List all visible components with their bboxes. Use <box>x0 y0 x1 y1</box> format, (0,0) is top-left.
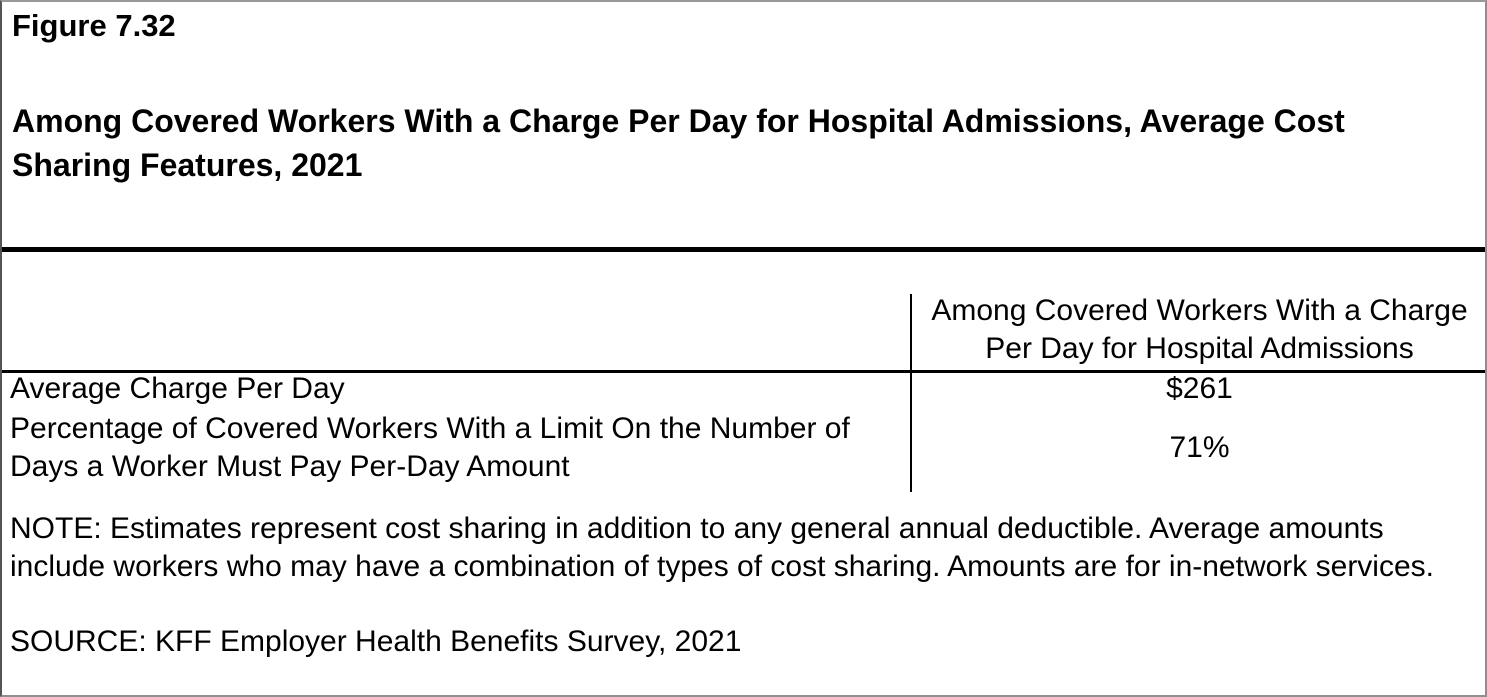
figure-title: Among Covered Workers With a Charge Per … <box>12 103 1345 183</box>
table-column-divider <box>910 294 912 492</box>
table-row-value-average-charge: $261 <box>1166 372 1233 405</box>
table-row-label-average-charge: Average Charge Per Day <box>10 372 345 405</box>
table-row-label-percentage-limit: Percentage of Covered Workers With a Lim… <box>10 412 850 483</box>
title-separator-rule <box>2 247 1485 252</box>
note-text: NOTE: Estimates represent cost sharing i… <box>10 512 1434 583</box>
table-header-rule <box>2 370 1485 373</box>
table-column-header: Among Covered Workers With a Charge Per … <box>931 294 1468 365</box>
table-row-value-percentage-limit: 71% <box>1169 431 1230 464</box>
source-text: SOURCE: KFF Employer Health Benefits Sur… <box>10 625 742 658</box>
figure-number-label: Figure 7.32 <box>12 8 176 43</box>
